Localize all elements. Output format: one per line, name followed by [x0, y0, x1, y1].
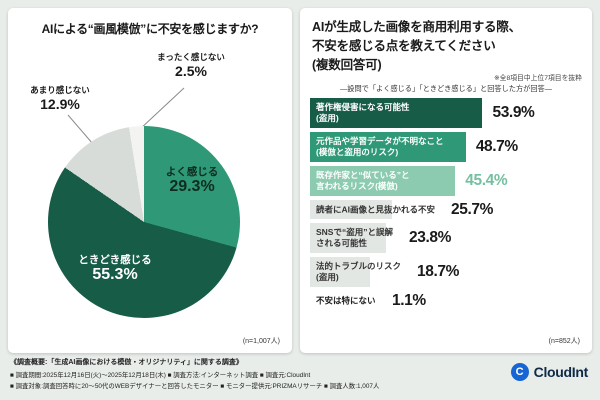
bar-value: 25.7% [451, 200, 493, 218]
bar-row: 元作品や学習データが不明なこと (模倣と盗用のリスク) 48.7% [310, 132, 582, 162]
bar-panel-title: AIが生成した画像を商用利用する際、 不安を感じる点を教えてください (複数回答… [312, 20, 521, 72]
bar-value: 48.7% [475, 138, 518, 155]
bar-label: 法的トラブルのリスク (盗用) [316, 260, 402, 282]
bar-row: SNSで“盗用”と誤解 される可能性 23.8% [310, 223, 582, 253]
bar-panel-subnote: ―設問で「よく感じる」「ときどき感じる」と回答した方が回答― [340, 84, 552, 93]
bar-rows: 著作権侵害になる可能性 (盗用) 53.9% 元作品や学習データが不明なこと (… [310, 98, 582, 310]
pie-sample-size: (n=1,007人) [242, 338, 280, 345]
pie-label-name: よく感じる [165, 166, 219, 178]
pie-label-pct: 12.9% [40, 95, 80, 112]
survey-footer: 《調査概要:「生成AI画像における模倣・オリジナリティ」に関する調査》 ■ 調査… [10, 357, 590, 390]
cloudint-logo-text: CloudInt [533, 364, 589, 380]
bar [310, 98, 483, 128]
bar-value: 53.9% [492, 104, 535, 121]
bar-sample-size: (n=852人) [548, 338, 580, 345]
pie-label-mattaku: まったく感じない 2.5% [126, 52, 256, 79]
cloudint-logo-icon: C [510, 363, 529, 381]
bar-value: 18.7% [417, 263, 459, 280]
bar-row: 読者にAI画像と見抜かれる不安 25.7% [310, 200, 582, 219]
bar-row: 既存作家と“似ている”と 言われるリスク(模倣) 45.4% [310, 166, 582, 196]
bar-value: 45.4% [465, 172, 508, 189]
bar [310, 132, 466, 162]
bar-label: 著作権侵害になる可能性 (盗用) [316, 101, 410, 123]
bar-row: 法的トラブルのリスク (盗用) 18.7% [310, 257, 582, 287]
pie-panel-title: AIによる“画風模倣”に不安を感じますか? [41, 22, 259, 36]
pie-label-pct: 55.3% [92, 266, 138, 284]
pie-label-yoku: よく感じる 29.3% [144, 166, 240, 196]
pie-label-amari: あまり感じない 12.9% [10, 85, 110, 112]
bar-value: 1.1% [392, 291, 426, 309]
bar [310, 200, 393, 219]
pie-panel: AIによる“画風模倣”に不安を感じますか? まったく感じない 2.5% あまり感… [8, 8, 292, 353]
bar [310, 291, 314, 310]
cloudint-logo: C CloudInt [504, 363, 589, 381]
bar-row: 不安は特にない 1.1% [310, 291, 582, 310]
bar-label: 元作品や学習データが不明なこと (模倣と盗用のリスク) [316, 135, 444, 157]
pie-label-name: ときどき感じる [78, 254, 152, 266]
bar [310, 257, 370, 287]
bar-row: 著作権侵害になる可能性 (盗用) 53.9% [310, 98, 582, 128]
bar [310, 223, 387, 253]
survey-overview: 《調査概要:「生成AI画像における模倣・オリジナリティ」に関する調査》 [10, 359, 243, 366]
bar-label: 既存作家と“似ている”と 言われるリスク(模倣) [316, 169, 410, 191]
pie-label-pct: 2.5% [175, 62, 207, 79]
bar-panel: AIが生成した画像を商用利用する際、 不安を感じる点を教えてください (複数回答… [300, 8, 592, 353]
bar-label: 読者にAI画像と見抜かれる不安 [316, 203, 436, 214]
bar-label: 不安は特にない [316, 294, 376, 305]
pie-label-pct: 29.3% [169, 178, 215, 196]
bar [310, 166, 456, 196]
pie-label-tokidoki: ときどき感じる 55.3% [60, 254, 170, 284]
bar-value: 23.8% [409, 229, 451, 246]
bar-label: SNSで“盗用”と誤解 される可能性 [316, 226, 393, 248]
pie-label-name: あまり感じない [30, 85, 90, 95]
survey-details-line1: ■ 調査期間:2025年12月16日(火)〜2025年12月18日(木) ■ 調… [10, 371, 311, 379]
pie-chart [48, 126, 240, 318]
survey-details-line2: ■ 調査対象:調査回答時に20〜50代のWEBデザイナーと回答したモニター ■ … [10, 383, 380, 390]
bar-panel-note: ※全8項目中上位7項目を抜粋 [493, 75, 582, 82]
pie-label-name: まったく感じない [157, 52, 225, 62]
